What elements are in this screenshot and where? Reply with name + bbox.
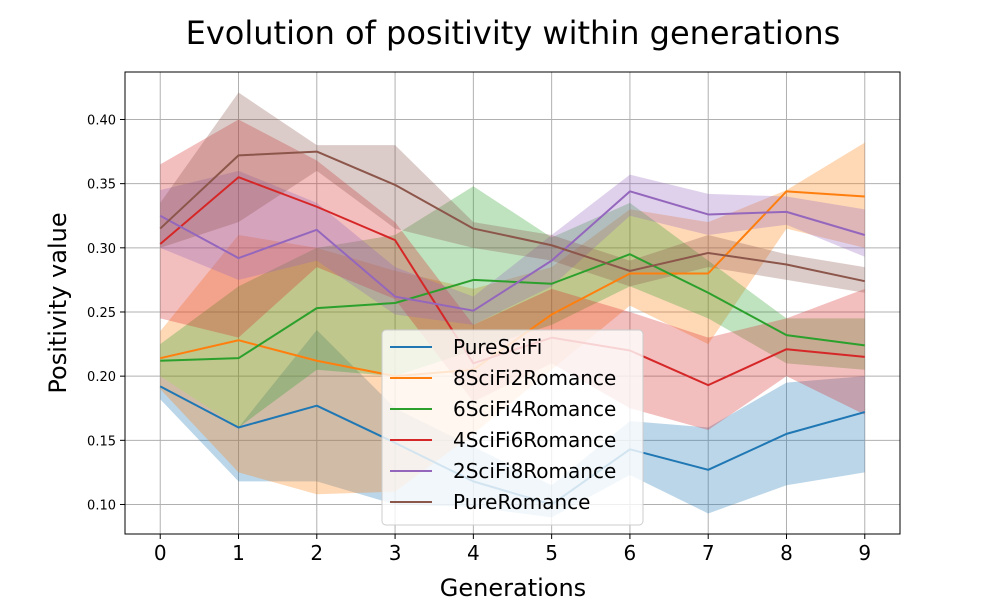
x-axis-label: Generations bbox=[440, 574, 586, 600]
y-tick-label: 0.20 bbox=[87, 370, 116, 385]
legend-label: 2SciFi8Romance bbox=[453, 459, 616, 483]
y-tick-label: 0.35 bbox=[87, 178, 116, 193]
band-8scifi2romance bbox=[160, 142, 865, 495]
x-tick-label: 2 bbox=[310, 541, 323, 565]
y-axis-ticks: 0.10 0.15 0.20 0.25 0.30 0.35 0.40 bbox=[87, 113, 125, 513]
legend-item: 8SciFi2Romance bbox=[390, 366, 616, 390]
legend-item: PureRomance bbox=[390, 490, 590, 514]
legend-label: PureSciFi bbox=[453, 335, 542, 359]
chart-title: Evolution of positivity within generatio… bbox=[186, 14, 841, 52]
plot-frame bbox=[124, 71, 901, 535]
band-purescifi bbox=[160, 329, 865, 518]
legend: PureSciFi 8SciFi2Romance 6SciFi4Romance 4Sc… bbox=[381, 329, 644, 526]
band-4scifi6romance bbox=[160, 119, 865, 431]
series-line-2scifi8romance bbox=[159, 190, 866, 312]
y-axis-label: Positivity value bbox=[44, 212, 72, 393]
x-tick-label: 9 bbox=[858, 541, 871, 565]
y-tick-label: 0.10 bbox=[87, 498, 116, 513]
x-axis-ticks: 0 1 2 3 4 5 6 7 8 9 bbox=[154, 534, 871, 565]
legend-item: 6SciFi4Romance bbox=[390, 397, 616, 421]
y-tick-label: 0.40 bbox=[87, 113, 116, 128]
legend-label: 8SciFi2Romance bbox=[453, 366, 616, 390]
legend-item: 4SciFi6Romance bbox=[390, 428, 616, 452]
x-tick-label: 7 bbox=[702, 541, 715, 565]
x-tick-label: 4 bbox=[467, 541, 480, 565]
y-tick-label: 0.25 bbox=[87, 306, 116, 321]
legend-item: 2SciFi8Romance bbox=[390, 459, 616, 483]
legend-label: 6SciFi4Romance bbox=[453, 397, 616, 421]
x-tick-label: 1 bbox=[232, 541, 245, 565]
legend-label: 4SciFi6Romance bbox=[453, 428, 616, 452]
x-tick-label: 6 bbox=[624, 541, 637, 565]
legend-label: PureRomance bbox=[453, 490, 590, 514]
x-tick-label: 3 bbox=[389, 541, 402, 565]
y-tick-label: 0.15 bbox=[87, 434, 116, 449]
series-line-pureromance bbox=[159, 150, 865, 283]
series-line-6scifi4romance bbox=[160, 253, 865, 362]
legend-box bbox=[381, 329, 644, 526]
x-tick-label: 5 bbox=[545, 541, 558, 565]
legend-item: PureSciFi bbox=[390, 335, 542, 359]
x-tick-label: 8 bbox=[780, 541, 793, 565]
band-pureromance bbox=[160, 92, 865, 293]
x-tick-label: 0 bbox=[154, 541, 167, 565]
y-tick-label: 0.30 bbox=[87, 242, 116, 257]
